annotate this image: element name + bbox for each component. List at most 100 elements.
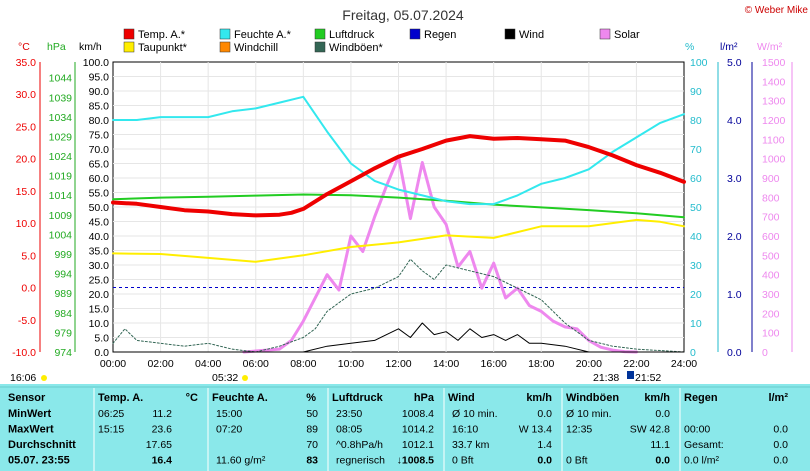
table-header: l/m²: [768, 392, 788, 404]
wind-tick-label: 15.0: [89, 304, 110, 316]
temp-tick-label: 15.0: [16, 186, 37, 198]
series-solar: [242, 155, 638, 354]
x-tick-label: 10:00: [338, 358, 364, 370]
table-header: km/h: [526, 392, 552, 404]
solar-tick-label: 1100: [762, 134, 785, 146]
table-header: hPa: [414, 392, 435, 404]
table-cell: 11.2: [152, 408, 172, 420]
press-tick-label: 1019: [49, 171, 73, 183]
press-tick-label: 984: [54, 308, 72, 320]
x-tick-label: 16:00: [481, 358, 507, 370]
legend-swatch: [409, 28, 421, 40]
wind-tick-label: 40.0: [89, 231, 110, 243]
table-cell: 0.0: [773, 439, 788, 451]
press-tick-label: 994: [54, 269, 72, 281]
solar-tick-label: 1300: [762, 96, 786, 108]
x-tick-label: 14:00: [433, 358, 459, 370]
hum-tick-label: 40: [690, 231, 702, 243]
press-tick-label: 979: [54, 327, 72, 339]
hum-tick-label: 20: [690, 289, 702, 301]
solar-tick-label: 1400: [762, 76, 786, 88]
wind-tick-label: 50.0: [89, 202, 110, 214]
press-tick-label: 999: [54, 249, 72, 261]
temp-tick-label: 30.0: [16, 89, 37, 101]
hum-tick-label: 70: [690, 144, 702, 156]
table-cell: 23.6: [152, 424, 173, 436]
temp-tick-label: -10.0: [12, 347, 36, 359]
table-cell: 33.7 km: [452, 439, 490, 451]
stats-table-bg: [0, 384, 810, 471]
legend: Temp. A.* Feuchte A.* Luftdruck Regen Wind So…: [123, 28, 640, 54]
table-cell: 0.0: [773, 455, 788, 467]
stats-table: Sensor Temp. A. °C Feuchte A.% Luftdruck hPa W…: [8, 388, 788, 471]
table-header: Temp. A.: [98, 392, 143, 404]
temp-tick-label: 10.0: [16, 218, 37, 230]
table-cell: SW 42.8: [630, 424, 670, 436]
x-tick-label: 06:00: [243, 358, 269, 370]
legend-swatch: [599, 28, 611, 40]
series-windb-en: [112, 258, 685, 353]
unit-hum: %: [685, 41, 694, 53]
rain-tick-label: 0.0: [727, 347, 742, 359]
hum-tick-label: 100: [690, 57, 708, 69]
table-cell: Ø 10 min.: [452, 408, 498, 420]
x-tick-label: 08:00: [290, 358, 316, 370]
wind-tick-label: 60.0: [89, 173, 110, 185]
legend-label: Temp. A.*: [138, 29, 186, 41]
x-tick-label: 22:00: [623, 358, 649, 370]
x-tick-label: 02:00: [147, 358, 173, 370]
solar-tick-label: 800: [762, 192, 780, 204]
wind-tick-label: 0.0: [94, 347, 109, 359]
table-cell: 16:10: [452, 424, 478, 436]
table-cell: 0 Bft: [566, 455, 588, 467]
legend-swatch: [123, 41, 135, 53]
table-cell: 0.0: [537, 455, 552, 467]
wind-tick-label: 90.0: [89, 86, 110, 98]
event-time-3: 21:38: [593, 372, 619, 384]
table-cell: 0.0: [537, 408, 552, 420]
legend-swatch: [219, 28, 231, 40]
legend-swatch: [219, 41, 231, 53]
table-cell: ^0.8hPa/h: [336, 439, 383, 451]
table-cell: 89: [306, 424, 318, 436]
event-time-2: 05:32: [212, 372, 238, 384]
unit-wind: km/h: [79, 41, 102, 53]
table-cell: 0 Bft: [452, 455, 474, 467]
wind-tick-label: 45.0: [89, 217, 110, 229]
legend-swatch: [504, 28, 516, 40]
table-cell: 0.0: [655, 408, 670, 420]
press-tick-label: 1004: [49, 229, 73, 241]
press-tick-label: 989: [54, 288, 72, 300]
press-tick-label: 1009: [49, 210, 73, 222]
temp-tick-label: 0.0: [21, 283, 36, 295]
solar-tick-label: 100: [762, 328, 780, 340]
wind-tick-label: 80.0: [89, 115, 110, 127]
copyright-text: © Weber Mike: [745, 5, 809, 16]
table-cell: 15:00: [216, 408, 242, 420]
wind-tick-label: 20.0: [89, 289, 110, 301]
wind-tick-label: 55.0: [89, 188, 110, 200]
table-cell: 1012.1: [402, 439, 434, 451]
table-cell: 15:15: [98, 424, 124, 436]
x-tick-label: 18:00: [528, 358, 554, 370]
press-tick-label: 1024: [49, 151, 73, 163]
temp-tick-label: 35.0: [16, 57, 37, 69]
table-row-label: MinWert: [8, 408, 52, 420]
solar-tick-label: 1500: [762, 57, 786, 69]
legend-label: Taupunkt*: [138, 42, 188, 54]
wind-tick-label: 5.0: [94, 333, 109, 345]
wind-tick-label: 95.0: [89, 72, 110, 84]
rain-tick-label: 1.0: [727, 289, 742, 301]
table-cell: ↓1008.5: [397, 455, 435, 467]
press-tick-label: 1044: [49, 73, 73, 85]
wind-tick-label: 70.0: [89, 144, 110, 156]
event-time-1: 16:06: [10, 372, 36, 384]
series-luftdruck: [112, 193, 685, 219]
wind-tick-label: 10.0: [89, 318, 110, 330]
table-cell: 07:20: [216, 424, 242, 436]
table-header: °C: [186, 392, 198, 404]
table-header: Regen: [684, 392, 718, 404]
wind-tick-label: 30.0: [89, 260, 110, 272]
table-cell: 06:25: [98, 408, 124, 420]
